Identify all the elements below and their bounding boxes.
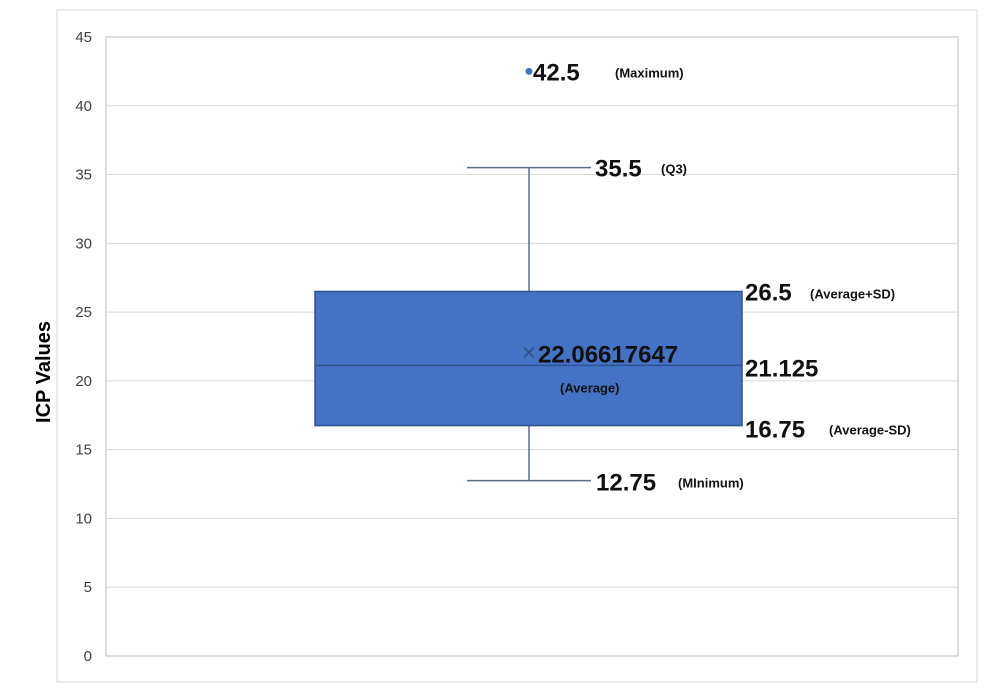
mean-label-note: (Average)	[560, 380, 619, 395]
y-tick-label: 30	[75, 235, 92, 252]
chart-frame	[56, 9, 978, 683]
outlier-point	[525, 67, 533, 75]
median-label-value: 21.125	[745, 355, 818, 382]
mean-label-value: 22.06617647	[538, 341, 678, 368]
q3-whisker-label-value: 35.5	[595, 156, 642, 183]
mean-marker	[523, 346, 535, 358]
upper-box-label-value: 26.5	[745, 279, 792, 306]
y-tick-label: 0	[84, 648, 92, 665]
box-plot	[314, 67, 743, 482]
annotations: 42.5 (Maximum) 35.5 (Q3) 26.5 (Average+SD) 22.…	[533, 59, 911, 496]
plot-area	[105, 36, 959, 657]
y-tick-label: 45	[75, 29, 92, 46]
q3-whisker-label-note: (Q3)	[661, 162, 687, 177]
y-tick-label: 5	[84, 579, 92, 596]
y-tick-label: 40	[75, 98, 92, 115]
upper-box-label-note: (Average+SD)	[810, 286, 895, 301]
max-label-value: 42.5	[533, 59, 580, 86]
min-label-note: (MInimum)	[678, 476, 744, 491]
y-tick-label: 15	[75, 442, 92, 459]
lower-box-label-note: (Average-SD)	[829, 423, 911, 438]
y-tick-label: 35	[75, 167, 92, 184]
min-label-value: 12.75	[596, 470, 656, 497]
y-axis-ticks: 0 5 10 15 20 25 30 35 40 45	[75, 29, 92, 665]
y-tick-label: 20	[75, 373, 92, 390]
y-tick-label: 25	[75, 304, 92, 321]
y-axis-label: ICP Values	[33, 321, 55, 423]
max-label-note: (Maximum)	[615, 65, 684, 80]
iqr-box	[314, 290, 743, 427]
y-tick-label: 10	[75, 510, 92, 527]
lower-box-label-value: 16.75	[745, 417, 805, 444]
